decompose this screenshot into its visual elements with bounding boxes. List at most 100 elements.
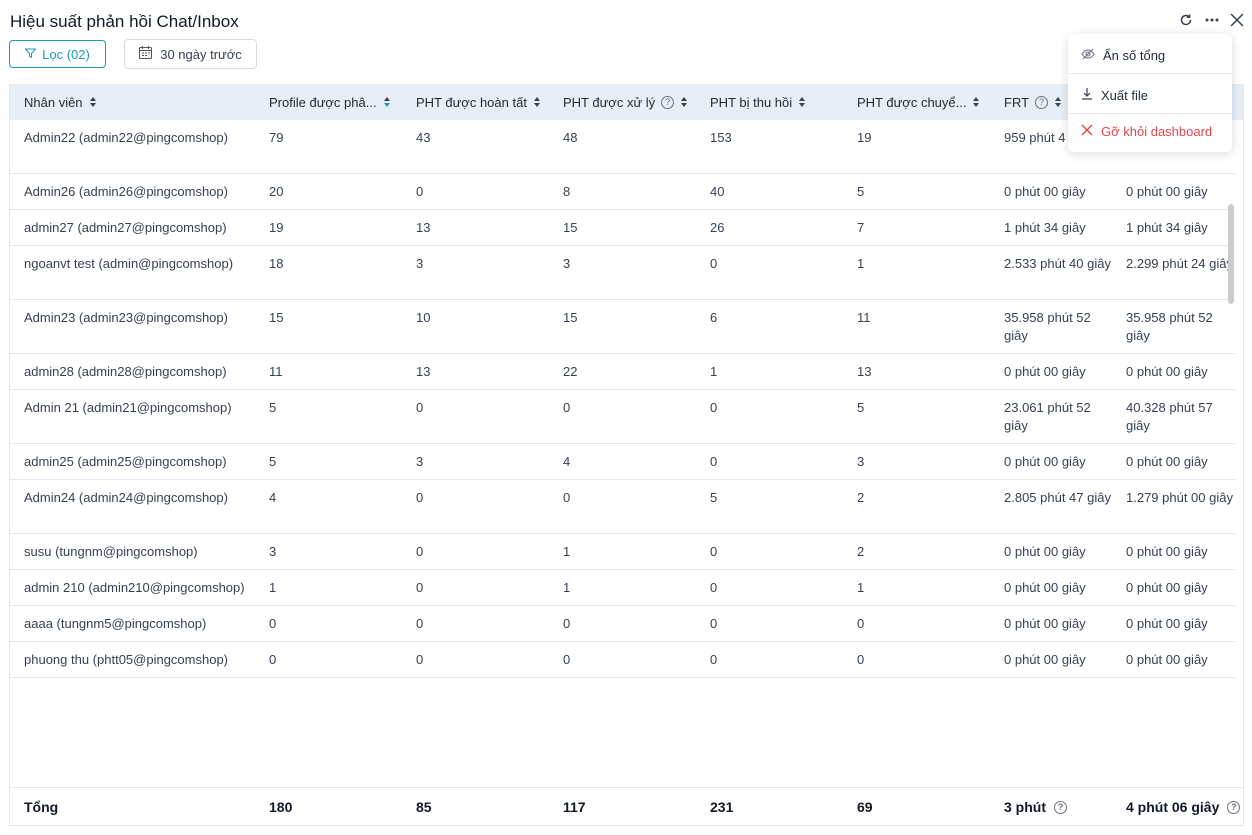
sort-icon[interactable]: [1054, 96, 1062, 108]
cell-processed: 0: [563, 652, 571, 667]
help-icon[interactable]: ?: [1054, 800, 1067, 814]
cell-processed: 1: [563, 580, 571, 595]
filter-icon: [24, 47, 37, 62]
sort-icon[interactable]: [383, 96, 391, 108]
sort-icon[interactable]: [680, 96, 688, 108]
help-icon[interactable]: ?: [1227, 800, 1241, 814]
cell-profile: 0: [269, 616, 277, 631]
total-last-column: 4 phút 06 giây?: [1126, 799, 1241, 815]
sort-icon[interactable]: [972, 96, 980, 108]
cell-profile: 4: [269, 490, 277, 505]
column-label: PHT được chuyể...: [857, 94, 967, 110]
table-row[interactable]: Admin24 (admin24@pingcomshop) 4 0 0 5 2 2.805 …: [10, 480, 1235, 534]
cell-processed: 1: [563, 544, 571, 559]
column-header-frt[interactable]: FRT?: [1004, 84, 1062, 120]
cell-frt: 0 phút 00 giây: [1004, 580, 1086, 595]
table-row[interactable]: admin28 (admin28@pingcomshop) 11 13 22 1 13 0 …: [10, 354, 1235, 390]
cell-revoked: 26: [710, 220, 725, 235]
menu-item-hide-total[interactable]: Ẩn số tổng: [1068, 37, 1232, 73]
cell-completed: 0: [416, 490, 424, 505]
cell-profile: 5: [269, 400, 277, 415]
column-header-profile[interactable]: Profile được phâ...: [269, 84, 391, 120]
total-profile: 180: [269, 799, 293, 815]
cell-employee: Admin26 (admin26@pingcomshop): [24, 184, 228, 199]
cell-last-column: 0 phút 00 giây: [1126, 364, 1208, 379]
cell-transferred: 7: [857, 220, 865, 235]
refresh-icon[interactable]: [1176, 10, 1196, 30]
help-icon[interactable]: ?: [1035, 95, 1049, 109]
table-row[interactable]: aaaa (tungnm5@pingcomshop) 0 0 0 0 0 0 phút 00…: [10, 606, 1235, 642]
table-row[interactable]: admin 210 (admin210@pingcomshop) 1 0 1 0 1 0 p…: [10, 570, 1235, 606]
cell-processed: 22: [563, 364, 578, 379]
cell-employee: Admin 21 (admin21@pingcomshop): [24, 400, 232, 415]
cell-profile: 15: [269, 310, 284, 325]
filter-button[interactable]: Lọc (02): [9, 40, 106, 68]
cell-profile: 3: [269, 544, 277, 559]
cell-profile: 79: [269, 130, 284, 145]
table-footer-total: Tổng 180 85 117 231 69 3 phút? 4 phút 06…: [10, 787, 1243, 825]
cell-processed: 3: [563, 256, 571, 271]
menu-item-export[interactable]: Xuất file: [1068, 77, 1232, 113]
cell-revoked: 0: [710, 256, 718, 271]
cell-last-column: 1.279 phút 00 giây: [1126, 490, 1233, 505]
date-range-button[interactable]: 30 ngày trước: [124, 39, 257, 69]
table-row[interactable]: Admin26 (admin26@pingcomshop) 20 0 8 40 5 0 ph…: [10, 174, 1235, 210]
cell-revoked: 0: [710, 400, 718, 415]
close-icon[interactable]: [1227, 10, 1247, 30]
cell-employee: admin28 (admin28@pingcomshop): [24, 364, 227, 379]
cell-last-column: 0 phút 00 giây: [1126, 652, 1208, 667]
cell-transferred: 5: [857, 184, 865, 199]
column-header-processed[interactable]: PHT được xử lý?: [563, 84, 688, 120]
table-row[interactable]: susu (tungnm@pingcomshop) 3 0 1 0 2 0 phút 00 …: [10, 534, 1235, 570]
table-row[interactable]: ngoanvt test (admin@pingcomshop) 18 3 3 0 1 2.…: [10, 246, 1235, 300]
menu-divider: [1068, 73, 1232, 74]
cell-revoked: 0: [710, 616, 718, 631]
sort-icon[interactable]: [533, 96, 541, 108]
table-row[interactable]: phuong thu (phtt05@pingcomshop) 0 0 0 0 0 0 ph…: [10, 642, 1235, 678]
cell-last-column: 0 phút 00 giây: [1126, 580, 1208, 595]
cell-processed: 0: [563, 616, 571, 631]
cell-transferred: 0: [857, 652, 865, 667]
cell-revoked: 153: [710, 130, 732, 145]
cell-processed: 48: [563, 130, 578, 145]
cell-frt: 0 phút 00 giây: [1004, 364, 1086, 379]
cell-transferred: 13: [857, 364, 872, 379]
total-label: Tổng: [24, 799, 59, 815]
menu-item-remove-dashboard[interactable]: Gỡ khỏi dashboard: [1068, 113, 1232, 149]
table-row[interactable]: Admin23 (admin23@pingcomshop) 15 10 15 6 11 35…: [10, 300, 1235, 354]
table-row[interactable]: Admin 21 (admin21@pingcomshop) 5 0 0 0 5 23.06…: [10, 390, 1235, 444]
cell-profile: 11: [269, 364, 283, 379]
column-header-completed[interactable]: PHT được hoàn tất: [416, 84, 541, 120]
cell-transferred: 0: [857, 616, 865, 631]
sort-icon[interactable]: [89, 96, 97, 108]
vertical-scrollbar[interactable]: [1228, 204, 1234, 304]
sort-icon[interactable]: [798, 96, 806, 108]
cell-revoked: 0: [710, 544, 718, 559]
cell-completed: 0: [416, 616, 424, 631]
cell-last-column: 1 phút 34 giây: [1126, 220, 1208, 235]
cell-processed: 0: [563, 400, 571, 415]
column-label: Profile được phâ...: [269, 94, 377, 110]
column-header-revoked[interactable]: PHT bị thu hồi: [710, 84, 806, 120]
cell-employee: phuong thu (phtt05@pingcomshop): [24, 652, 229, 667]
more-horizontal-icon[interactable]: [1202, 10, 1222, 30]
help-icon[interactable]: ?: [661, 95, 675, 109]
cell-profile: 1: [269, 580, 277, 595]
cell-completed: 10: [416, 310, 431, 325]
cell-revoked: 40: [710, 184, 725, 199]
table-row[interactable]: Admin22 (admin22@pingcomshop) 79 43 48 153 19…: [10, 120, 1235, 174]
cell-last-column: 40.328 phút 57 giây: [1126, 400, 1213, 433]
cell-transferred: 2: [857, 544, 865, 559]
column-header-transferred[interactable]: PHT được chuyể...: [857, 84, 980, 120]
cell-last-column: 0 phút 00 giây: [1126, 544, 1208, 559]
column-header-employee[interactable]: Nhân viên: [24, 84, 97, 120]
table-row[interactable]: admin25 (admin25@pingcomshop) 5 3 4 0 3 0 phút…: [10, 444, 1235, 480]
column-label: PHT được xử lý: [563, 94, 656, 110]
cell-employee: Admin23 (admin23@pingcomshop): [24, 310, 228, 325]
cell-frt: 0 phút 00 giây: [1004, 616, 1086, 631]
cell-revoked: 0: [710, 652, 718, 667]
cell-revoked: 1: [710, 364, 718, 379]
menu-item-label: Gỡ khỏi dashboard: [1101, 123, 1213, 139]
table-row[interactable]: admin27 (admin27@pingcomshop) 19 13 15 26 7 1 …: [10, 210, 1235, 246]
cell-processed: 0: [563, 490, 571, 505]
